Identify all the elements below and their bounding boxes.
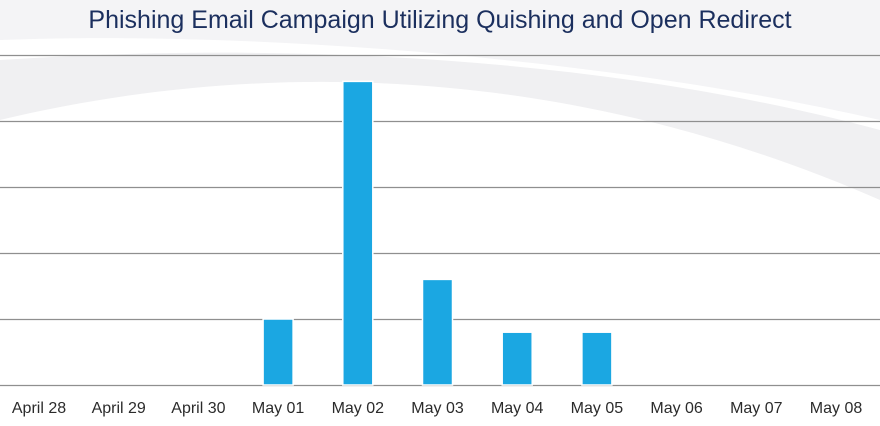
bar-may-02	[342, 80, 374, 386]
x-tick-label: May 05	[571, 400, 624, 417]
x-tick-label: May 02	[332, 400, 385, 417]
bar-may-01	[262, 318, 294, 386]
x-tick-label: May 04	[491, 400, 544, 417]
x-tick-label: April 30	[171, 400, 225, 417]
bar-may-05	[581, 331, 613, 386]
x-tick-label: May 07	[730, 400, 783, 417]
bar-may-03	[421, 278, 454, 386]
bars	[262, 80, 613, 386]
bar-may-04	[501, 331, 533, 386]
x-axis-tick-labels: April 28 April 29 April 30 May 01 May 02 May …	[12, 400, 862, 417]
x-tick-label: April 28	[12, 400, 66, 417]
x-tick-label: May 08	[810, 400, 863, 417]
x-tick-label: May 06	[650, 400, 703, 417]
x-tick-label: April 29	[92, 400, 146, 417]
x-tick-label: May 01	[252, 400, 305, 417]
x-tick-label: May 03	[411, 400, 464, 417]
chart-title: Phishing Email Campaign Utilizing Quishi…	[88, 6, 792, 34]
